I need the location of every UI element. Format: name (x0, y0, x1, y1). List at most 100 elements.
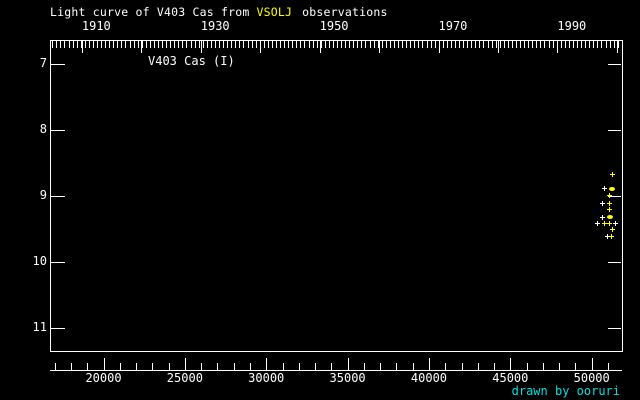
top-axis-minor-tick (434, 41, 436, 48)
bottom-axis-minor-tick (201, 363, 203, 370)
bottom-axis-minor-tick (70, 363, 72, 370)
bottom-axis-major-tick (347, 358, 349, 370)
top-axis-minor-tick (190, 41, 192, 48)
bottom-axis-minor-tick (249, 363, 251, 370)
bottom-axis-minor-tick (152, 363, 154, 370)
right-axis-tick (608, 130, 621, 131)
top-axis-minor-tick (471, 41, 473, 48)
top-axis-minor-tick (76, 41, 78, 48)
bottom-axis-minor-tick (526, 363, 528, 370)
top-axis-minor-tick (446, 41, 448, 48)
bottom-axis-minor-tick (119, 363, 121, 370)
plot-frame (50, 40, 623, 352)
data-point-bar (609, 200, 611, 206)
top-axis-minor-tick (247, 41, 249, 48)
data-point (600, 214, 606, 220)
data-point-bar (603, 221, 605, 227)
top-axis-minor-tick (353, 41, 355, 48)
data-point-bar (602, 214, 604, 220)
top-axis-minor-tick (381, 41, 383, 48)
top-axis-minor-tick (288, 41, 290, 48)
right-axis-tick (608, 64, 621, 65)
data-point (600, 200, 606, 206)
top-axis-decade-tick (319, 41, 321, 53)
top-axis-decade-tick (379, 41, 381, 53)
top-axis-minor-tick (601, 41, 603, 48)
top-axis-decade-tick (438, 41, 440, 53)
top-axis-minor-tick (235, 41, 237, 48)
top-axis-minor-tick (361, 41, 363, 48)
top-axis-minor-tick (121, 41, 123, 48)
top-axis-minor-tick (487, 41, 489, 48)
top-axis-minor-tick (275, 41, 277, 48)
top-axis-minor-tick (341, 41, 343, 48)
top-axis-minor-tick (223, 41, 225, 48)
top-axis-minor-tick (410, 41, 412, 48)
top-axis-decade-tick (141, 41, 143, 53)
bottom-axis-label: 30000 (248, 371, 285, 385)
top-axis-minor-tick (316, 41, 318, 48)
top-axis-minor-tick (308, 41, 310, 48)
right-axis-tick (608, 328, 621, 329)
top-axis-minor-tick (402, 41, 404, 48)
top-axis-minor-tick (393, 41, 395, 48)
top-axis-minor-tick (284, 41, 286, 48)
top-axis-minor-tick (72, 41, 74, 48)
data-point (605, 233, 611, 239)
bottom-axis-label: 45000 (492, 371, 529, 385)
data-point-bar (602, 200, 604, 206)
top-axis-minor-tick (80, 41, 82, 48)
top-axis-minor-tick (516, 41, 518, 48)
top-axis-label: 1910 (81, 19, 111, 33)
top-axis-minor-tick (568, 41, 570, 48)
top-axis-minor-tick (556, 41, 558, 48)
top-axis-minor-tick (227, 41, 229, 48)
data-point-bar (611, 172, 613, 178)
top-axis-minor-tick (572, 41, 574, 48)
bottom-axis-minor-tick (87, 363, 89, 370)
top-axis-minor-tick (263, 41, 265, 48)
plot-title-prefix: Light curve of V403 Cas from (50, 5, 250, 19)
bottom-axis-minor-tick (217, 363, 219, 370)
top-axis-minor-tick (450, 41, 452, 48)
data-point (607, 215, 614, 220)
bottom-axis-minor-tick (233, 363, 235, 370)
bottom-axis-minor-tick (168, 363, 170, 370)
bottom-axis-minor-tick (575, 363, 577, 370)
top-axis-minor-tick (345, 41, 347, 48)
top-axis-minor-tick (210, 41, 212, 48)
bottom-axis-major-tick (510, 358, 512, 370)
top-axis-minor-tick (454, 41, 456, 48)
top-axis-minor-tick (52, 41, 54, 48)
top-axis-minor-tick (296, 41, 298, 48)
left-axis-tick (51, 196, 65, 197)
top-axis-minor-tick (507, 41, 509, 48)
bottom-axis-minor-tick (298, 363, 300, 370)
top-axis-minor-tick (609, 41, 611, 48)
data-point (607, 207, 613, 213)
top-axis-minor-tick (479, 41, 481, 48)
top-axis-minor-tick (463, 41, 465, 48)
bottom-axis-minor-tick (559, 363, 561, 370)
top-axis-minor-tick (113, 41, 115, 48)
top-axis-minor-tick (198, 41, 200, 48)
bottom-axis-minor-tick (461, 363, 463, 370)
bottom-axis-label: 20000 (85, 371, 122, 385)
top-axis-label: 1990 (557, 19, 587, 33)
bottom-axis-minor-tick (54, 363, 56, 370)
object-label: V403 Cas (I) (148, 54, 235, 68)
top-axis-minor-tick (88, 41, 90, 48)
top-axis-minor-tick (92, 41, 94, 48)
top-axis-minor-tick (418, 41, 420, 48)
top-axis-minor-tick (581, 41, 583, 48)
top-axis-minor-tick (564, 41, 566, 48)
bottom-axis-minor-tick (363, 363, 365, 370)
bottom-axis-major-tick (103, 358, 105, 370)
data-point (601, 186, 607, 192)
top-axis-decade-tick (260, 41, 262, 53)
top-axis-decade-tick (497, 41, 499, 53)
left-axis-tick (51, 328, 65, 329)
y-axis-label: 9 (39, 188, 47, 202)
y-axis-label: 11 (32, 320, 47, 334)
bottom-axis-minor-tick (136, 363, 138, 370)
